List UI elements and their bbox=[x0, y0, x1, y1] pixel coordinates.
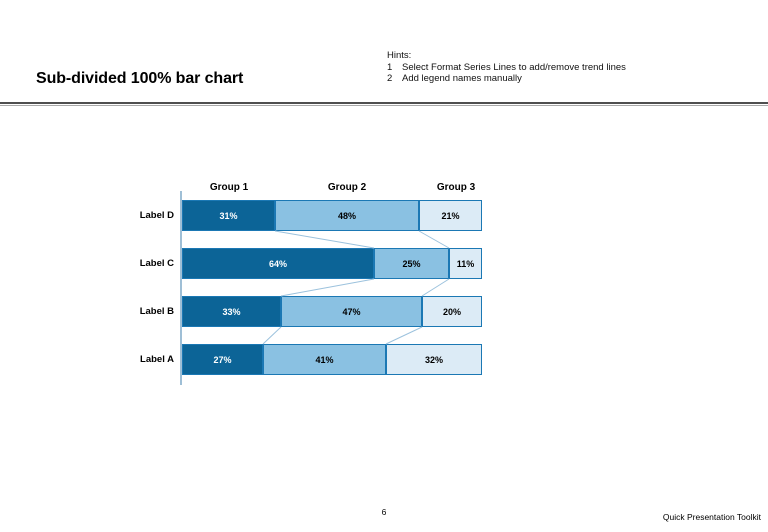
segment-value-label: 21% bbox=[441, 210, 460, 221]
hint-item: 2 Add legend names manually bbox=[387, 73, 626, 85]
category-label: Label A bbox=[140, 354, 174, 365]
segment-value-label: 33% bbox=[222, 306, 241, 317]
bar-segment: 21% bbox=[419, 200, 482, 231]
bar-row: 31% 48% 21% bbox=[182, 200, 482, 231]
segment-value-label: 11% bbox=[456, 258, 475, 269]
series-line bbox=[421, 278, 450, 297]
category-label: Label D bbox=[139, 210, 174, 221]
y-axis-line bbox=[180, 191, 182, 385]
hints-heading: Hints: bbox=[387, 50, 412, 61]
footer-toolkit-label: Quick Presentation Toolkit bbox=[662, 512, 761, 522]
segment-value-label: 41% bbox=[315, 354, 334, 365]
group-header: Group 3 bbox=[436, 182, 476, 193]
bar-segment: 11% bbox=[449, 248, 482, 279]
hint-item: 1 Select Format Series Lines to add/remov… bbox=[387, 62, 626, 74]
bar-segment: 64% bbox=[182, 248, 374, 279]
bar-segment: 41% bbox=[263, 344, 386, 375]
slide-title: Sub-divided 100% bar chart bbox=[36, 70, 244, 87]
bar-segment: 25% bbox=[374, 248, 449, 279]
hint-number: 2 bbox=[387, 73, 393, 84]
segment-value-label: 32% bbox=[424, 354, 443, 365]
segment-value-label: 20% bbox=[442, 306, 461, 317]
bar-row: 27% 41% 32% bbox=[182, 344, 482, 375]
bar-row: 64% 25% 11% bbox=[182, 248, 482, 279]
segment-value-label: 64% bbox=[268, 258, 287, 269]
bar-segment: 31% bbox=[182, 200, 275, 231]
hints-block: Hints: 1 Select Format Series Lines to ad… bbox=[387, 50, 626, 85]
series-line bbox=[274, 230, 375, 249]
category-label: Label C bbox=[139, 258, 174, 269]
title-divider-line bbox=[0, 102, 768, 104]
category-label: Label B bbox=[139, 306, 174, 317]
bar-segment: 47% bbox=[281, 296, 422, 327]
page-number: 6 bbox=[381, 507, 387, 517]
bar-row: 33% 47% 20% bbox=[182, 296, 482, 327]
series-line bbox=[418, 230, 450, 249]
bar-segment: 27% bbox=[182, 344, 263, 375]
title-divider-shadow bbox=[0, 105, 768, 106]
hint-text: Add legend names manually bbox=[402, 73, 522, 84]
bar-segment: 32% bbox=[386, 344, 482, 375]
segment-value-label: 25% bbox=[402, 258, 421, 269]
segment-value-label: 31% bbox=[219, 210, 238, 221]
hint-text: Select Format Series Lines to add/remove… bbox=[402, 61, 626, 73]
series-connector-lines bbox=[262, 230, 450, 345]
group-header: Group 1 bbox=[209, 182, 249, 193]
series-line bbox=[280, 278, 375, 297]
segment-value-label: 27% bbox=[213, 354, 232, 365]
series-line bbox=[385, 326, 423, 345]
segment-value-label: 47% bbox=[342, 306, 361, 317]
hint-number: 1 bbox=[387, 61, 393, 73]
bar-segment: 20% bbox=[422, 296, 482, 327]
group-header: Group 2 bbox=[327, 182, 367, 193]
bar-segment: 33% bbox=[182, 296, 281, 327]
series-line bbox=[262, 326, 282, 345]
segment-value-label: 48% bbox=[337, 210, 356, 221]
bar-segment: 48% bbox=[275, 200, 419, 231]
